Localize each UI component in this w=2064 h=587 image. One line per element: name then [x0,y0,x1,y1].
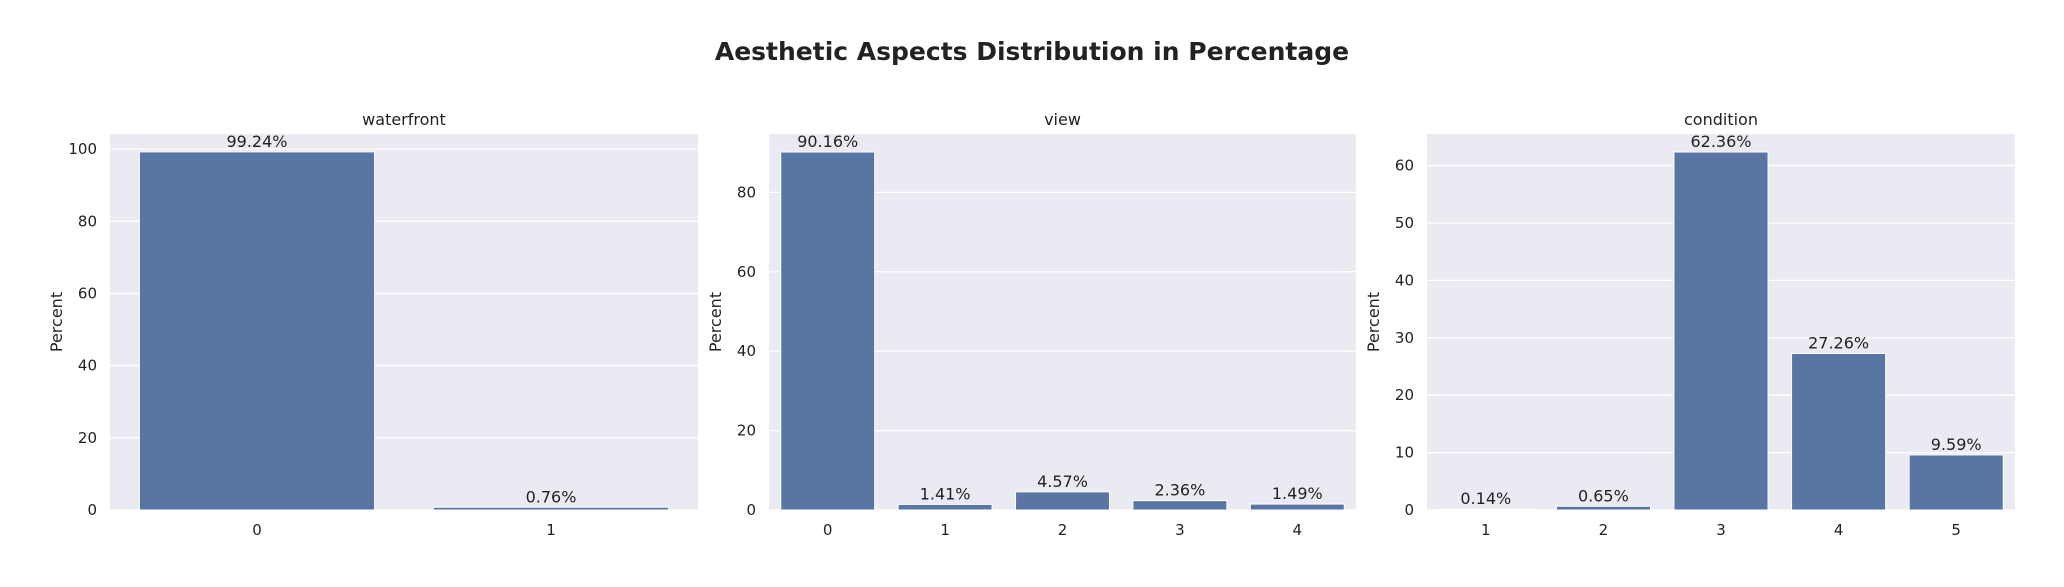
y-tick-label: 40 [737,342,756,360]
bar-2 [1555,505,1651,511]
subplot-title: condition [1684,110,1758,129]
x-tick-label: 3 [1716,521,1726,539]
y-tick-label: 20 [737,422,756,440]
y-tick-label: 60 [737,263,756,281]
bar-3 [1673,151,1769,511]
data-label: 0.65% [1578,486,1629,505]
bar-4 [1249,503,1345,511]
x-tick-label: 3 [1175,521,1185,539]
y-tick-label: 20 [1395,386,1414,404]
y-tick-label: 40 [1395,271,1414,289]
x-tick-label: 5 [1951,521,1961,539]
x-tick-label: 2 [1058,521,1068,539]
y-axis-label: Percent [47,292,66,352]
bar-1 [897,503,993,511]
bar-5 [1908,454,2004,511]
subplot-title: waterfront [362,110,446,129]
subplot-waterfront: 99.24% 0 0.76% 1 0 20 40 60 80 100 Percent waterfro… [47,110,698,539]
bar-1 [1438,508,1534,511]
subplot-condition: 0.14%10.65%262.36%327.26%49.59%501020304… [1364,110,2015,539]
y-tick-label: 50 [1395,214,1414,232]
x-tick-label: 0 [252,521,262,539]
y-tick-label: 80 [737,183,756,201]
y-axis-label: Percent [706,292,725,352]
data-label: 90.16% [797,132,858,151]
data-label: 1.49% [1272,484,1323,503]
y-axis-label: Percent [1364,292,1383,352]
y-tick-label: 0 [87,501,97,519]
bar-2 [1015,491,1110,511]
x-tick-label: 1 [940,521,950,539]
subplot-view: 90.16%01.41%14.57%22.36%31.49%4020406080… [706,110,1356,539]
data-label: 4.57% [1037,472,1088,491]
x-tick-label: 1 [1481,521,1491,539]
data-label: 1.41% [920,484,971,503]
bar-0 [780,151,876,511]
subplots: 99.24%00.76%1020406080100Percentwaterfro… [47,110,2015,539]
y-tick-label: 60 [78,284,97,302]
y-tick-label: 30 [1395,329,1414,347]
data-label: 2.36% [1154,481,1205,500]
y-tick-label: 0 [1404,501,1414,519]
x-tick-label: 0 [823,521,833,539]
x-tick-label: 1 [546,521,556,539]
x-tick-label: 4 [1293,521,1303,539]
bar-3 [1132,500,1228,511]
x-tick-label: 4 [1834,521,1844,539]
y-tick-label: 20 [78,429,97,447]
y-tick-label: 10 [1395,444,1414,462]
data-label: 9.59% [1931,435,1982,454]
data-label: 62.36% [1690,132,1751,151]
bar-4 [1791,353,1887,511]
data-label: 0.14% [1460,489,1511,508]
y-tick-label: 80 [78,212,97,230]
data-label: 0.76% [526,487,577,506]
bar-1 [432,506,670,511]
y-tick-label: 100 [68,140,97,158]
figure-title: Aesthetic Aspects Distribution in Percen… [715,37,1349,66]
y-tick-label: 40 [78,357,97,375]
y-tick-label: 60 [1395,157,1414,175]
data-label: 27.26% [1808,334,1869,353]
subplot-title: view [1044,110,1081,129]
bar-0 [138,151,376,511]
y-tick-label: 0 [746,501,756,519]
data-label: 99.24% [226,132,287,151]
x-tick-label: 2 [1599,521,1609,539]
